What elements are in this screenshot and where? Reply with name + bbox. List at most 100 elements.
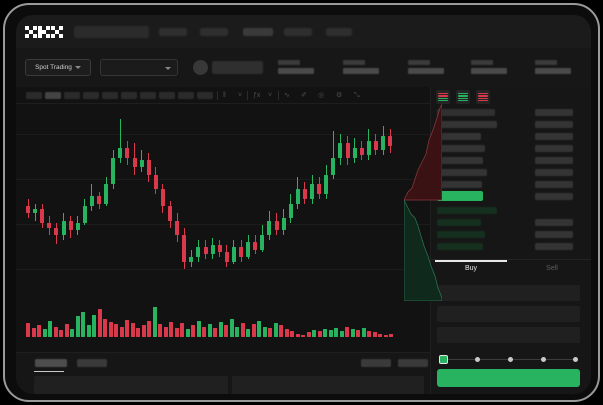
candle-body bbox=[26, 206, 30, 214]
timeframe-button-6[interactable] bbox=[140, 92, 156, 99]
orderbook-view-bids-icon[interactable] bbox=[456, 90, 470, 104]
timeframe-button-5[interactable] bbox=[121, 92, 137, 99]
indicators-icon[interactable]: ƒx bbox=[253, 92, 261, 99]
orderbook-ask-row[interactable] bbox=[437, 181, 482, 188]
gridline bbox=[16, 224, 430, 225]
bottom-action-0[interactable] bbox=[361, 359, 391, 367]
volume-bar bbox=[196, 320, 201, 337]
orderbook-ask-row[interactable] bbox=[437, 133, 481, 140]
ticker-stat-2 bbox=[408, 60, 444, 74]
candle-body bbox=[146, 160, 151, 175]
bottom-tab-1[interactable] bbox=[77, 359, 107, 367]
candle-body bbox=[317, 184, 322, 194]
orderbook-ask-amount bbox=[535, 169, 573, 176]
candle-type-chevron-icon[interactable]: ˅ bbox=[238, 92, 243, 99]
order-percent-slider[interactable] bbox=[439, 355, 579, 364]
orderbook-bid-row[interactable] bbox=[437, 231, 485, 238]
nav-item-1[interactable] bbox=[200, 28, 228, 36]
search-input[interactable] bbox=[74, 26, 149, 38]
timeframe-button-1[interactable] bbox=[45, 92, 61, 99]
orderbook-bid-row[interactable] bbox=[437, 207, 497, 214]
volume-bar bbox=[378, 333, 382, 337]
timeframe-button-7[interactable] bbox=[159, 92, 175, 99]
submit-order-button[interactable] bbox=[437, 369, 580, 387]
volume-bar bbox=[350, 328, 355, 337]
nav-item-2[interactable] bbox=[243, 28, 273, 36]
candle-body bbox=[288, 203, 293, 219]
candle-body bbox=[281, 218, 286, 231]
order-amount-field[interactable] bbox=[437, 306, 580, 322]
nav-item-4[interactable] bbox=[326, 28, 352, 36]
trade-side-tabs: Buy Sell bbox=[431, 259, 591, 281]
bottom-action-1[interactable] bbox=[398, 359, 428, 367]
candle-body bbox=[132, 157, 137, 168]
bottom-card-1[interactable] bbox=[232, 376, 424, 394]
timeframe-button-3[interactable] bbox=[83, 92, 99, 99]
fullscreen-icon[interactable]: ⤡ bbox=[354, 92, 360, 99]
line-tool-icon[interactable]: ∿ bbox=[284, 92, 290, 99]
orderbook-ask-amount bbox=[535, 121, 573, 128]
volume-bar bbox=[284, 328, 289, 337]
pencil-icon[interactable]: ✐ bbox=[301, 92, 307, 99]
orderbook-bid-row[interactable] bbox=[437, 243, 483, 250]
orderbook-ask-row[interactable] bbox=[437, 145, 485, 152]
tab-buy[interactable]: Buy bbox=[464, 265, 478, 272]
trading-pair-selector[interactable] bbox=[100, 59, 178, 76]
timeframe-button-0[interactable] bbox=[26, 92, 42, 99]
candle-body bbox=[33, 208, 38, 214]
candle-type-icon[interactable]: ‖ bbox=[223, 92, 226, 99]
settings-icon[interactable]: ⚙ bbox=[336, 92, 343, 99]
orderbook-rows[interactable] bbox=[431, 109, 591, 257]
ticker-stat-1 bbox=[343, 60, 379, 74]
timeframe-button-4[interactable] bbox=[102, 92, 118, 99]
candle-body bbox=[160, 189, 165, 207]
volume-bar bbox=[301, 334, 305, 337]
ticker-stat-4 bbox=[535, 60, 571, 74]
orderbook-bid-row[interactable] bbox=[437, 219, 481, 226]
candle-body bbox=[196, 247, 201, 257]
order-total-field[interactable] bbox=[437, 327, 580, 343]
ticker-stat-value bbox=[535, 68, 571, 74]
timeframe-button-2[interactable] bbox=[64, 92, 80, 99]
okx-logo-icon[interactable] bbox=[25, 26, 63, 38]
top-navigation-bar bbox=[16, 15, 591, 48]
candlestick-chart[interactable] bbox=[16, 104, 430, 284]
candle-body bbox=[359, 148, 364, 156]
market-type-selector[interactable]: Spot Trading bbox=[25, 59, 91, 76]
timeframe-button-8[interactable] bbox=[178, 92, 194, 99]
ticker-stat-0 bbox=[278, 60, 314, 74]
orderbook-ask-row[interactable] bbox=[437, 157, 483, 164]
volume-bar bbox=[389, 333, 393, 337]
orderbook-bid-amount bbox=[535, 231, 573, 238]
tab-sell[interactable]: Sell bbox=[546, 265, 558, 272]
slider-node-50[interactable] bbox=[508, 357, 513, 362]
timeframe-button-9[interactable] bbox=[197, 92, 213, 99]
orderbook-view-asks-icon[interactable] bbox=[476, 90, 490, 104]
volume-bar bbox=[191, 325, 195, 337]
bottom-card-0[interactable] bbox=[34, 376, 228, 394]
orderbook-ask-amount bbox=[535, 133, 573, 140]
indicators-chevron-icon[interactable]: ˅ bbox=[268, 92, 273, 99]
slider-node-100[interactable] bbox=[573, 357, 578, 362]
slider-handle[interactable] bbox=[439, 355, 448, 364]
slider-node-25[interactable] bbox=[475, 357, 480, 362]
volume-bar bbox=[334, 327, 338, 337]
volume-histogram bbox=[16, 295, 430, 343]
bottom-tab-0[interactable] bbox=[35, 359, 67, 367]
orderbook-view-both-icon[interactable] bbox=[436, 90, 450, 104]
ticker-stat-value bbox=[471, 68, 507, 74]
slider-node-75[interactable] bbox=[541, 357, 546, 362]
orderbook-ask-row[interactable] bbox=[437, 121, 497, 128]
candle-body bbox=[253, 242, 258, 250]
volume-bar bbox=[59, 330, 63, 337]
volume-bar bbox=[97, 309, 102, 337]
volume-bar bbox=[48, 320, 52, 337]
candle-body bbox=[40, 208, 45, 224]
order-price-field[interactable] bbox=[437, 285, 580, 301]
orderbook-ask-row[interactable] bbox=[437, 169, 487, 176]
nav-item-3[interactable] bbox=[284, 28, 312, 36]
candle-body bbox=[189, 256, 194, 262]
nav-item-0[interactable] bbox=[159, 28, 187, 36]
gridline bbox=[16, 269, 430, 270]
camera-icon[interactable]: ◎ bbox=[318, 92, 325, 99]
